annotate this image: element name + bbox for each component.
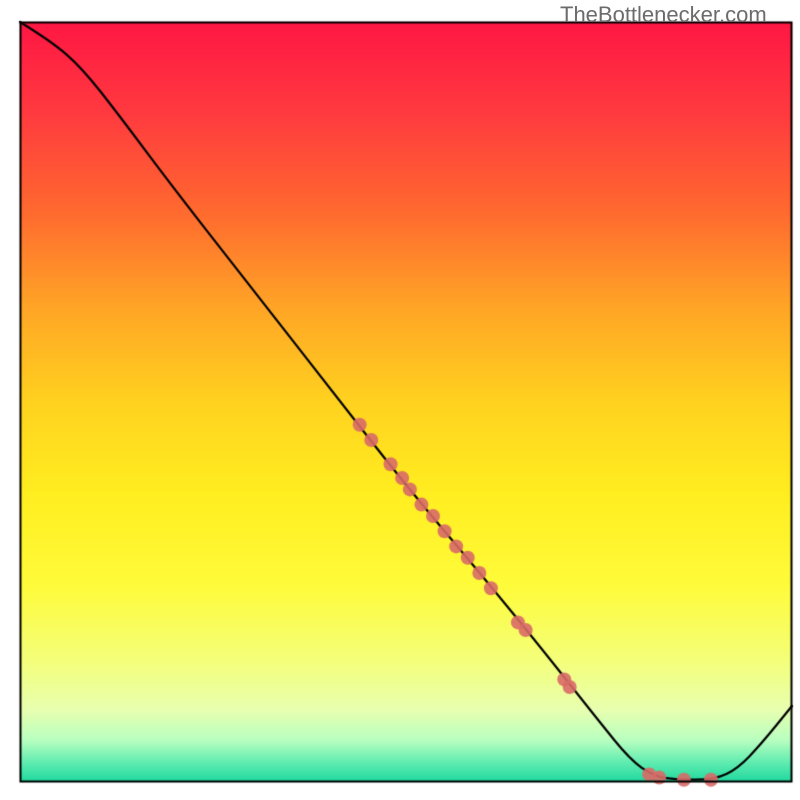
bottleneck-chart: TheBottlenecker.com — [0, 0, 800, 800]
chart-border — [0, 0, 800, 800]
watermark-label: TheBottlenecker.com — [560, 2, 767, 28]
